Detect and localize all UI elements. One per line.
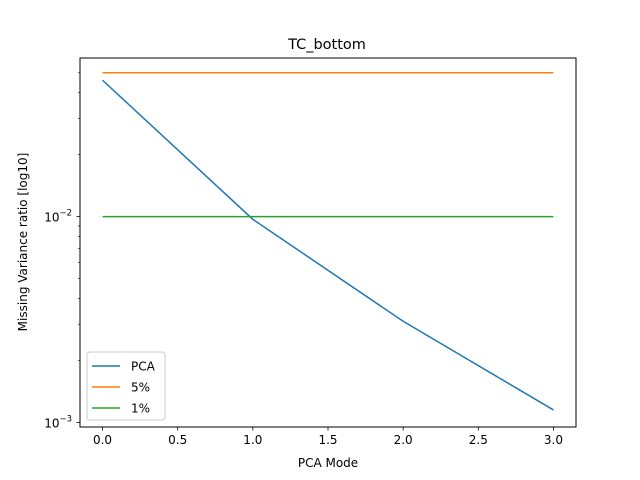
- chart-title: TC_bottom: [287, 37, 366, 53]
- legend: PCA 5% 1%: [86, 351, 166, 421]
- y-tick-label-exponent: −3: [59, 414, 72, 424]
- y-axis-label: Missing Variance ratio [log10]: [16, 153, 30, 332]
- y-axis: 10−310−2: [44, 72, 80, 430]
- y-tick-label-exponent: −2: [59, 209, 72, 219]
- x-tick-label: 2.5: [469, 433, 488, 447]
- x-tick-label: 3.0: [544, 433, 563, 447]
- x-tick-label: 0.0: [93, 433, 112, 447]
- plot-area: [102, 72, 554, 411]
- y-tick-label: 10−3: [44, 414, 72, 430]
- legend-box: [86, 351, 166, 421]
- y-tick-label-base: 10: [44, 211, 59, 225]
- y-tick-label: 10−2: [44, 209, 72, 225]
- legend-label-0: PCA: [131, 360, 156, 374]
- legend-label-1: 5%: [131, 381, 150, 395]
- x-tick-label: 2.0: [394, 433, 413, 447]
- x-tick-label: 1.0: [243, 433, 262, 447]
- y-tick-label-base: 10: [44, 416, 59, 430]
- series-line-0: [102, 79, 554, 411]
- x-axis: 0.0 0.5 1.0 1.5 2.0 2.5 3.0: [93, 427, 563, 447]
- x-tick-label: 0.5: [168, 433, 187, 447]
- x-tick-label: 1.5: [318, 433, 337, 447]
- legend-label-2: 1%: [131, 402, 150, 416]
- x-axis-label: PCA Mode: [298, 456, 358, 470]
